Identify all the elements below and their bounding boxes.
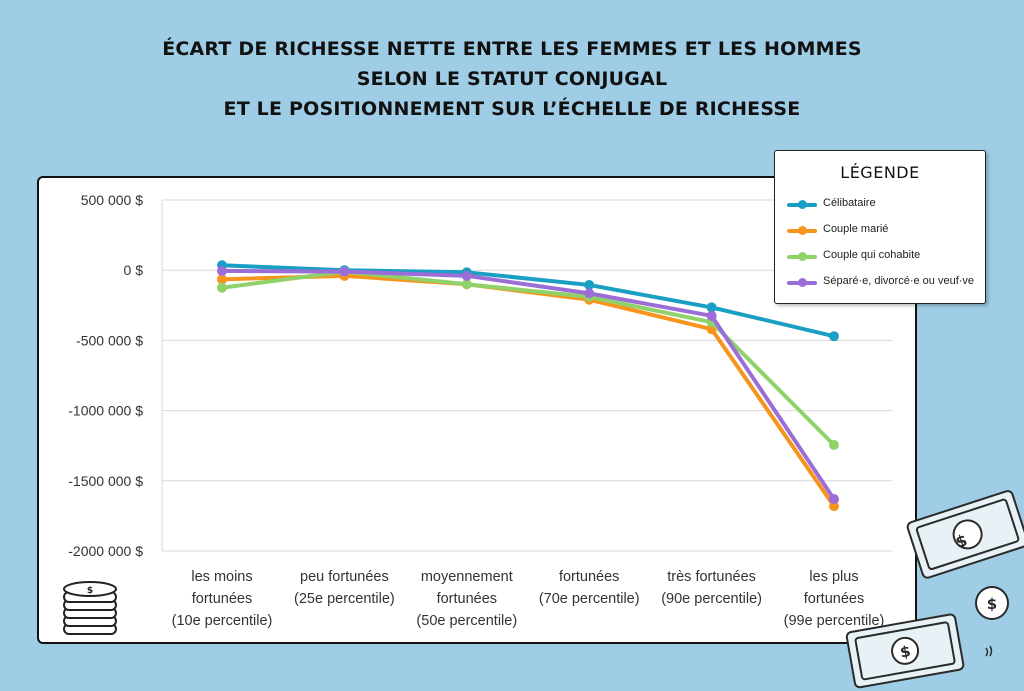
chart-title: ÉCART DE RICHESSE NETTE ENTRE LES FEMMES… <box>0 34 1024 124</box>
svg-text:$: $ <box>953 530 969 552</box>
title-line-2: SELON LE STATUT CONJUGAL <box>356 68 668 90</box>
y-tick-label: -500 000 $ <box>76 332 143 348</box>
data-point <box>461 279 472 290</box>
data-point <box>461 270 472 281</box>
data-point <box>706 310 717 321</box>
banknote-icon: $ $ $ <box>845 490 1024 689</box>
data-point <box>217 274 227 285</box>
legend: LÉGENDE Célibataire Couple marié Couple … <box>774 150 986 304</box>
data-point <box>829 494 839 505</box>
y-tick-label: -2000 000 $ <box>68 543 143 559</box>
svg-text:$: $ <box>899 642 912 662</box>
data-point <box>829 331 839 342</box>
data-point <box>584 279 595 290</box>
legend-label: Couple qui cohabite <box>823 249 921 261</box>
x-tick-label: les plus fortunées (99e percentile) <box>784 569 885 629</box>
title-line-1: ÉCART DE RICHESSE NETTE ENTRE LES FEMMES… <box>162 38 862 60</box>
legend-marker <box>798 200 807 209</box>
series-line <box>220 273 836 509</box>
legend-marker <box>798 278 807 287</box>
line-chart: 500 000 $ 0 $ -500 000 $ -1000 000 $ -1500 0… <box>68 192 892 629</box>
x-tick-label: les moins fortunées (10e percentile) <box>172 569 273 629</box>
data-point <box>706 302 717 313</box>
series-line <box>220 269 836 447</box>
legend-title: LÉGENDE <box>840 163 920 182</box>
series-line <box>220 263 836 339</box>
data-point <box>217 282 227 293</box>
x-tick-label: très fortunées (90e percentile) <box>661 569 762 607</box>
series-line <box>220 268 836 502</box>
svg-text:$: $ <box>87 586 93 596</box>
legend-label: Couple marié <box>823 223 889 235</box>
x-tick-label: moyennement fortunées (50e percentile) <box>416 569 517 629</box>
legend-label: Célibataire <box>823 197 876 209</box>
legend-marker <box>798 252 807 261</box>
y-tick-label: 0 $ <box>124 262 144 278</box>
data-point <box>584 288 595 299</box>
y-tick-label: 500 000 $ <box>81 192 143 208</box>
x-tick-label: peu fortunées (25e percentile) <box>294 569 395 607</box>
data-point <box>339 266 350 277</box>
title-line-3: ET LE POSITIONNEMENT SUR L’ÉCHELLE DE RI… <box>223 98 801 120</box>
data-point <box>829 439 839 450</box>
data-point <box>829 501 839 512</box>
legend-marker <box>798 226 807 235</box>
y-tick-label: -1000 000 $ <box>68 403 143 419</box>
legend-label: Séparé·e, divorcé·e ou veuf·ve <box>823 275 975 287</box>
y-tick-label: -1500 000 $ <box>68 473 143 489</box>
chart-panel: 500 000 $ 0 $ -500 000 $ -1000 000 $ -1500 0… <box>37 176 917 644</box>
svg-text:$: $ <box>987 595 997 613</box>
data-point <box>217 265 227 276</box>
x-tick-label: fortunées (70e percentile) <box>539 569 640 607</box>
coin-stack-icon: $ <box>63 581 117 635</box>
